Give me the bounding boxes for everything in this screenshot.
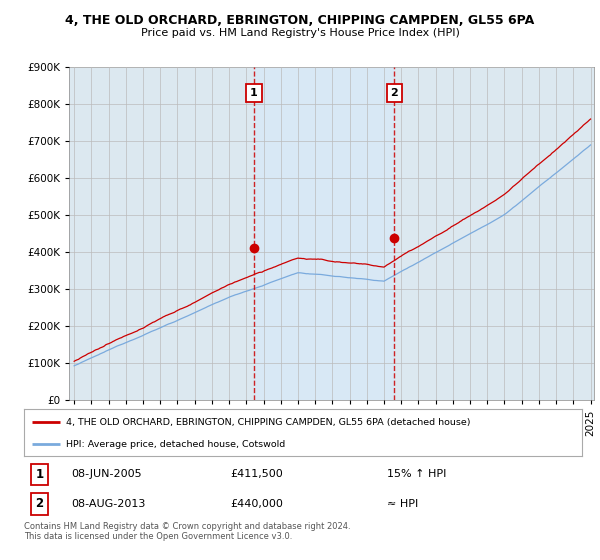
Text: £411,500: £411,500 <box>230 469 283 479</box>
Text: 4, THE OLD ORCHARD, EBRINGTON, CHIPPING CAMPDEN, GL55 6PA (detached house): 4, THE OLD ORCHARD, EBRINGTON, CHIPPING … <box>66 418 470 427</box>
Text: 08-JUN-2005: 08-JUN-2005 <box>71 469 142 479</box>
Text: Contains HM Land Registry data © Crown copyright and database right 2024.
This d: Contains HM Land Registry data © Crown c… <box>24 522 350 542</box>
Text: 4, THE OLD ORCHARD, EBRINGTON, CHIPPING CAMPDEN, GL55 6PA: 4, THE OLD ORCHARD, EBRINGTON, CHIPPING … <box>65 14 535 27</box>
Text: £440,000: £440,000 <box>230 499 283 509</box>
Text: 2: 2 <box>35 497 44 510</box>
Text: 15% ↑ HPI: 15% ↑ HPI <box>387 469 446 479</box>
Text: 08-AUG-2013: 08-AUG-2013 <box>71 499 146 509</box>
Text: 2: 2 <box>391 88 398 98</box>
Text: HPI: Average price, detached house, Cotswold: HPI: Average price, detached house, Cots… <box>66 440 285 449</box>
Text: 1: 1 <box>250 88 258 98</box>
Text: 1: 1 <box>35 468 44 481</box>
Text: ≈ HPI: ≈ HPI <box>387 499 418 509</box>
Text: Price paid vs. HM Land Registry's House Price Index (HPI): Price paid vs. HM Land Registry's House … <box>140 28 460 38</box>
Bar <box>254 67 394 400</box>
